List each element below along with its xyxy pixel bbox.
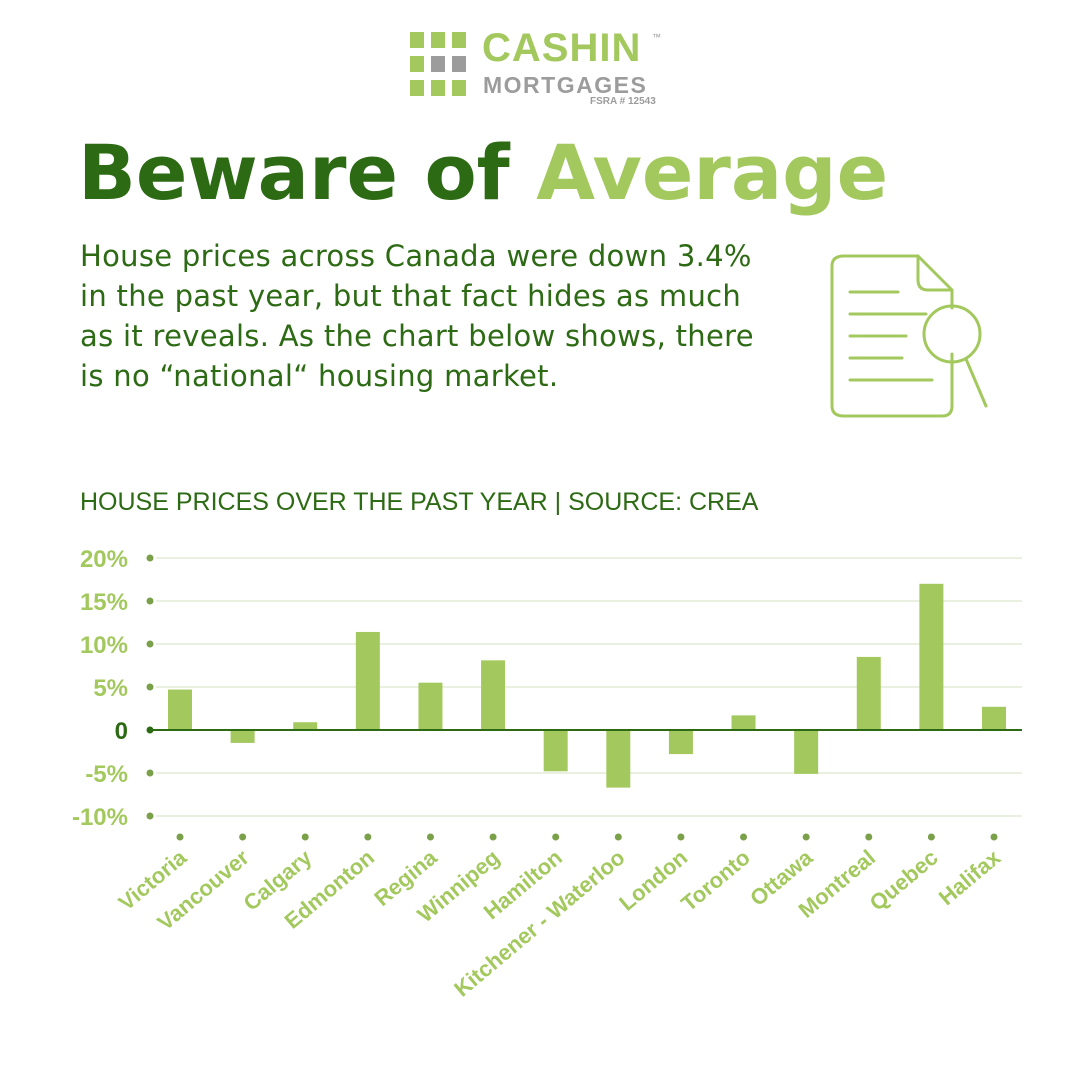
x-tick-dot [677, 833, 685, 841]
x-tick-label: Quebec [865, 845, 943, 916]
document-search-icon [830, 254, 988, 418]
x-tick-dot [740, 833, 748, 841]
bar-montreal [856, 656, 881, 730]
bar-calgary [293, 722, 318, 730]
x-tick-dot [552, 833, 560, 841]
bar-quebec [919, 583, 944, 730]
bar-kitchener-waterloo [606, 730, 631, 788]
x-tick-dot [614, 833, 622, 841]
logo-trademark: ™ [652, 32, 661, 42]
bar-halifax [982, 706, 1006, 730]
x-tick-dot [239, 833, 247, 841]
bar-chart: 20%15%10%5%0-5%-10%VictoriaVancouverCalg… [72, 546, 1022, 1002]
x-tick-label: Toronto [676, 845, 754, 917]
y-tick-dot [146, 683, 154, 691]
bar-ottawa [794, 730, 819, 774]
x-tick-dot [301, 833, 309, 841]
y-tick-label: -10% [72, 804, 128, 831]
intro-paragraph: House prices across Canada were down 3.4… [80, 239, 754, 393]
x-tick-dot [364, 833, 372, 841]
y-tick-dot [146, 640, 154, 648]
logo-subtitle: MORTGAGES [483, 72, 648, 98]
y-tick-dot [146, 812, 154, 820]
cashin-mortgages-logo: CASHIN ™ MORTGAGES FSRA # 12543 [410, 26, 680, 110]
y-tick-dot [146, 769, 154, 777]
x-tick-label: London [614, 845, 692, 916]
bar-victoria [168, 689, 192, 730]
logo-name: CASHIN [482, 26, 642, 70]
x-tick-dot [176, 833, 184, 841]
bar-winnipeg [481, 660, 506, 730]
bar-london [668, 730, 693, 755]
bar-regina [418, 682, 443, 730]
bar-vancouver [230, 730, 255, 743]
logo-grid-icon [410, 32, 466, 96]
x-tick-label: Halifax [934, 844, 1006, 910]
x-tick-dot [865, 833, 873, 841]
y-tick-label: 0 [115, 718, 128, 745]
y-tick-dot [146, 554, 154, 562]
x-tick-dot [426, 833, 434, 841]
chart-title: HOUSE PRICES OVER THE PAST YEAR | SOURCE… [80, 488, 759, 516]
y-tick-dot [146, 597, 154, 605]
bar-toronto [731, 715, 756, 730]
y-tick-label: 5% [93, 675, 128, 702]
y-tick-label: 10% [80, 632, 128, 659]
y-tick-label: 15% [80, 589, 128, 616]
page-title: Beware of Average [78, 118, 1018, 228]
y-tick-label: -5% [85, 761, 128, 788]
title-part-1: Beware of [78, 128, 510, 217]
x-tick-dot [802, 833, 810, 841]
y-tick-label: 20% [80, 546, 128, 573]
bar-hamilton [543, 730, 568, 772]
x-tick-dot [990, 833, 998, 841]
logo-license: FSRA # 12543 [590, 96, 656, 107]
x-tick-dot [489, 833, 497, 841]
x-tick-dot [927, 833, 935, 841]
bar-edmonton [355, 631, 380, 730]
title-part-2: Average [536, 128, 889, 217]
